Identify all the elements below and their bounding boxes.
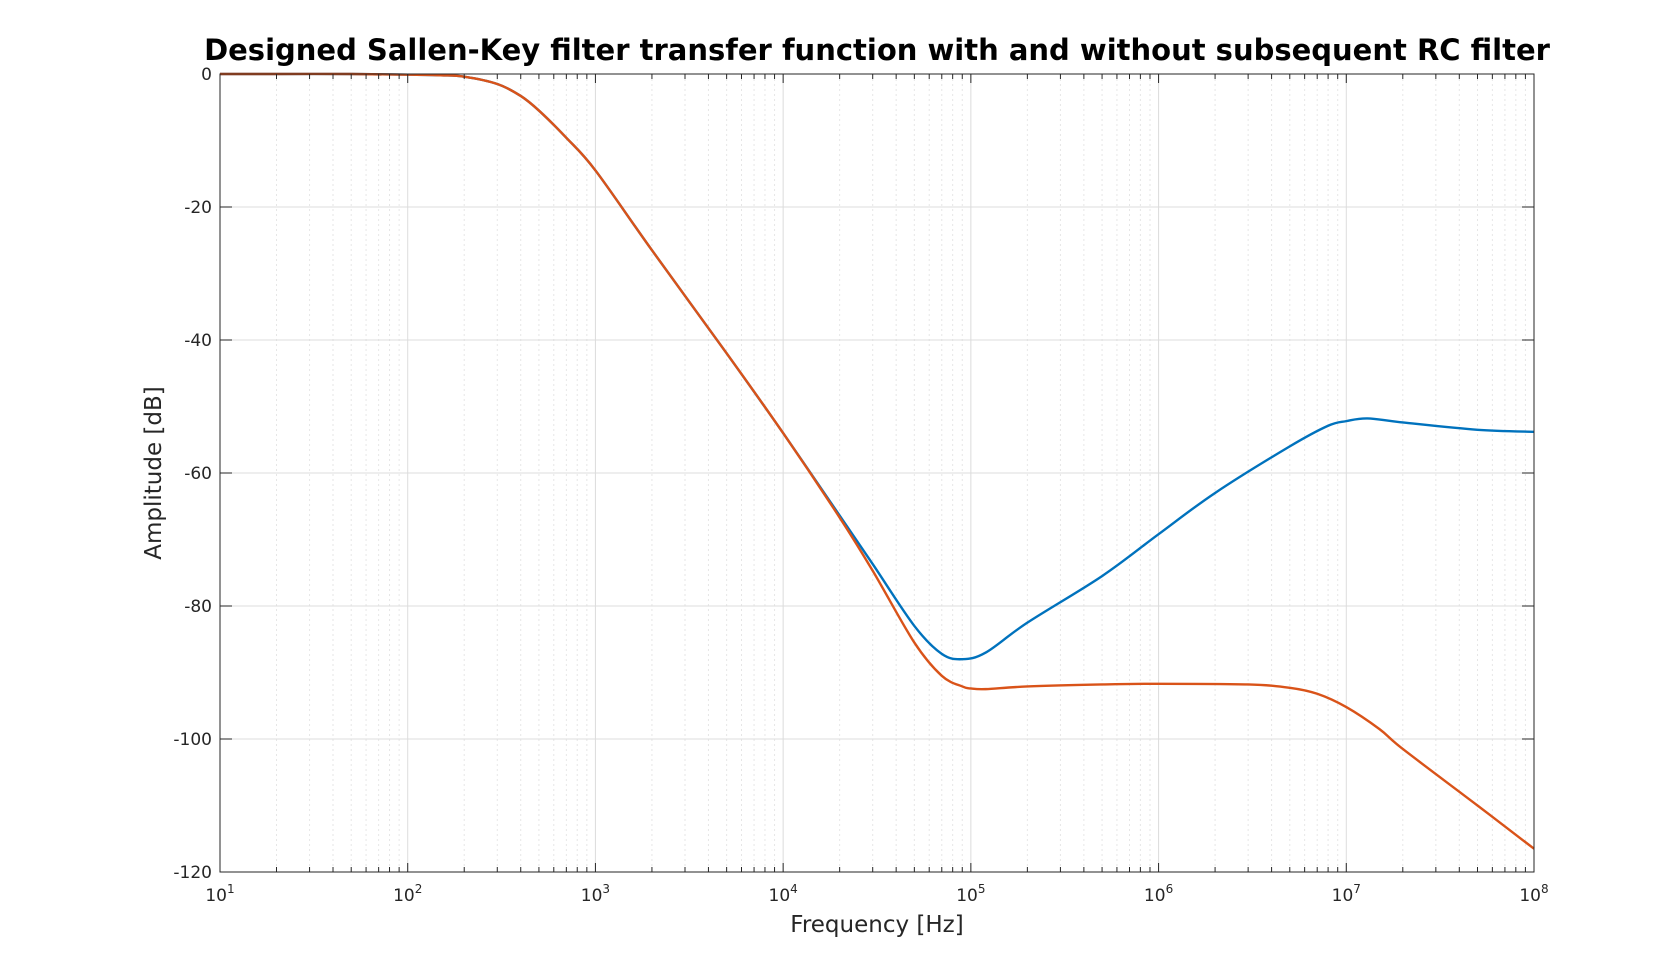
chart-title: Designed Sallen-Key filter transfer func…	[204, 33, 1551, 67]
x-tick-label: 107	[1332, 882, 1361, 906]
x-tick-label: 101	[205, 882, 234, 906]
x-tick-label: 103	[581, 882, 610, 906]
x-tick-label: 104	[769, 882, 798, 906]
x-tick-label: 102	[393, 882, 422, 906]
x-tick-label: 105	[956, 882, 985, 906]
x-tick-label: 106	[1144, 882, 1173, 906]
x-tick-label: 108	[1519, 882, 1548, 906]
y-tick-label: -60	[184, 464, 212, 484]
y-tick-label: -100	[173, 730, 212, 750]
y-axis-label: Amplitude [dB]	[141, 386, 167, 560]
y-tick-label: -20	[184, 198, 212, 218]
series-line-2	[220, 72, 1535, 850]
axis-ticks: 101 102 103 104 105 106 107 108 0 -20 -40 -60 -80 -10…	[173, 65, 1548, 906]
y-tick-label: -80	[184, 597, 212, 617]
y-tick-label: -40	[184, 331, 212, 351]
y-tick-label: 0	[201, 65, 212, 85]
y-tick-label: -120	[173, 863, 212, 883]
x-axis-label: Frequency [Hz]	[790, 912, 963, 938]
series-lines	[220, 72, 1535, 850]
